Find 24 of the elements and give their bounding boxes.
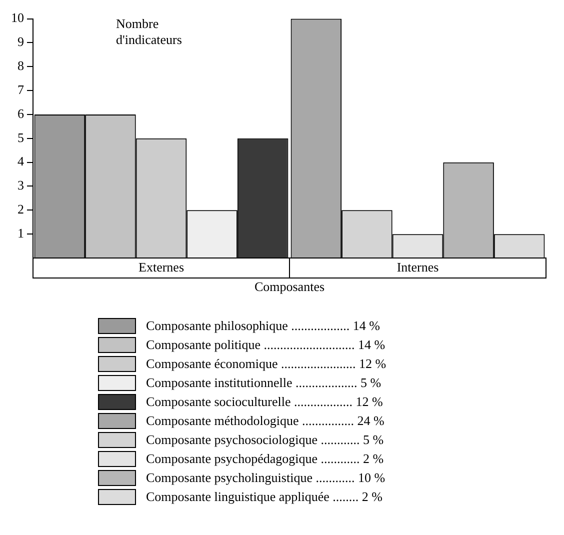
x-tick-label: Externes xyxy=(138,259,184,274)
legend-label: Composante politique ............................ 14 % xyxy=(146,336,386,352)
y-axis-title: Nombre d'indicateurs xyxy=(116,16,183,48)
legend-label: Composante psycholinguistique ............ 10 % xyxy=(146,470,386,486)
y-tick-label: 4 xyxy=(18,154,24,169)
y-tick-label: 3 xyxy=(18,178,24,193)
y-tick-label: 7 xyxy=(18,82,24,97)
legend-label: Composante économique ....................... 12 % xyxy=(146,356,386,372)
y-tick-label: 1 xyxy=(18,226,24,240)
legend-label: Composante philosophique .................. 14 % xyxy=(146,318,380,334)
legend-label: Composante socioculturelle .................. 12 % xyxy=(146,394,383,410)
y-tick-label: 8 xyxy=(18,58,24,74)
y-tick-label: 6 xyxy=(18,106,24,121)
legend-label: Composante méthodologique ................ 24 % xyxy=(146,412,384,428)
y-tick-label: 5 xyxy=(18,130,24,145)
y-tick-label: 10 xyxy=(11,10,24,26)
x-tick-label: Internes xyxy=(396,259,439,274)
legend-label: Composante psychopédagogique ............ 2 % xyxy=(146,450,384,466)
y-tick-label: 2 xyxy=(18,202,24,217)
legend-label: Composante institutionnelle ................... 5 % xyxy=(146,374,382,390)
y-tick-label: 9 xyxy=(18,34,24,50)
legend-label: Composante psychosociologique ............ 5 % xyxy=(146,432,384,448)
legend-label: Composante linguistique appliquée ........ 2 % xyxy=(146,488,382,504)
x-axis-title: Composantes xyxy=(254,278,325,294)
